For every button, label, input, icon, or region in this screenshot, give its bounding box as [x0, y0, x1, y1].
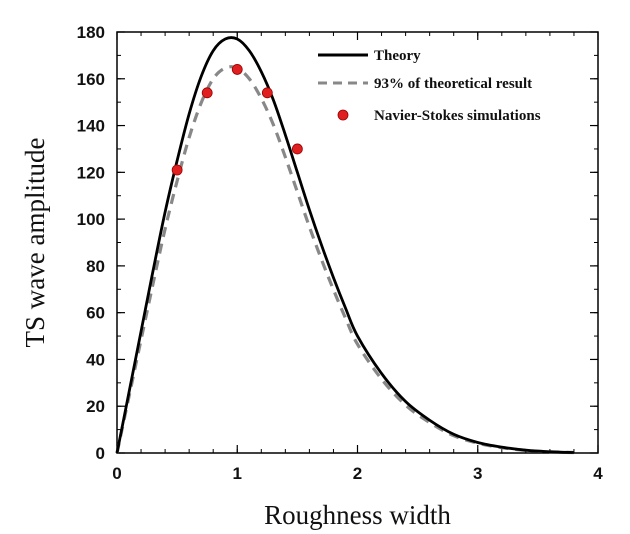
legend: Theory 93% of theoretical result Navier-… [318, 48, 541, 124]
x-axis-label: Roughness width [264, 500, 451, 530]
ns-simulation-point [171, 164, 183, 176]
series-layer [115, 36, 574, 455]
y-tick-label: 140 [77, 117, 105, 136]
y-tick-label: 80 [86, 257, 105, 276]
y-tick-label: 120 [77, 163, 105, 182]
y-tick-label: 40 [86, 350, 105, 369]
ns-simulation-point [291, 143, 303, 155]
ns-simulation-point [261, 87, 273, 99]
legend-ns-label: Navier-Stokes simulations [374, 108, 541, 124]
y-tick-label: 20 [86, 397, 105, 416]
legend-ns-swatch [337, 109, 349, 121]
ticks [116, 31, 599, 454]
y-tick-label: 0 [96, 444, 105, 463]
x-tick-label: 3 [473, 464, 482, 483]
y-tick-label: 100 [77, 210, 105, 229]
legend-theory-label: Theory [374, 48, 421, 64]
y-axis-label: TS wave amplitude [20, 138, 50, 348]
series-theory-line [115, 36, 574, 454]
x-tick-label: 2 [353, 464, 362, 483]
plot-frame [116, 31, 599, 454]
ns-simulation-point [231, 64, 243, 75]
x-tick-label: 4 [593, 464, 603, 483]
x-tick-label: 0 [112, 464, 121, 483]
legend-93pct-label: 93% of theoretical result [374, 76, 532, 92]
y-tick-label: 180 [77, 23, 105, 42]
ns-simulation-point [201, 87, 213, 99]
y-tick-label: 160 [77, 70, 105, 89]
y-tick-label: 60 [86, 304, 105, 323]
x-tick-label: 1 [233, 464, 242, 483]
